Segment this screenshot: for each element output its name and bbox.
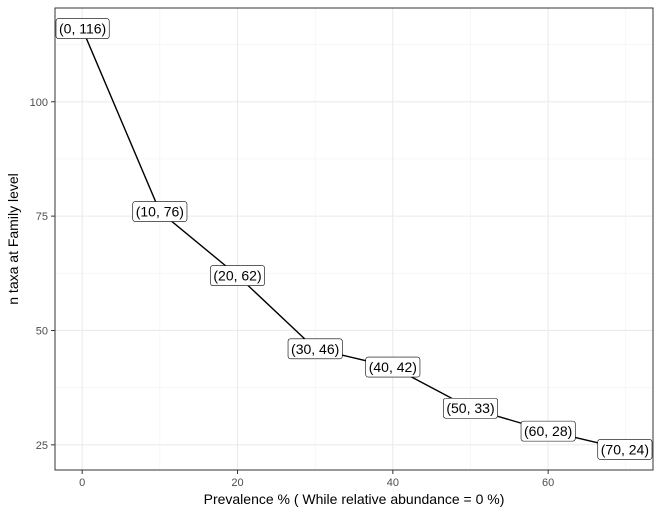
y-axis-title: n taxa at Family level xyxy=(5,173,21,305)
y-tick-label: 50 xyxy=(36,325,48,337)
data-label-box xyxy=(55,18,110,39)
y-tick-label: 75 xyxy=(36,211,48,223)
minor-gridlines xyxy=(55,8,653,470)
x-axis-ticks: 0 20 40 60 xyxy=(79,470,554,489)
data-label: (20, 62) xyxy=(210,265,265,286)
data-label-text: (10, 76) xyxy=(136,204,184,220)
x-tick-label: 0 xyxy=(79,477,85,489)
data-labels: (0, 116) (10, 76) (20, 62) (30, 46) (40, 42)… xyxy=(55,18,653,460)
data-label-box xyxy=(443,397,498,419)
x-tick-label: 20 xyxy=(231,477,243,489)
data-label-text: (70, 24) xyxy=(601,441,649,457)
data-label: (40, 42) xyxy=(365,356,421,378)
data-label-box xyxy=(597,439,653,460)
data-label-text: (0, 116) xyxy=(59,21,106,37)
y-tick-label: 100 xyxy=(30,97,48,109)
data-label-text: (60, 28) xyxy=(524,423,572,439)
data-label: (0, 116) xyxy=(55,18,110,39)
x-tick-label: 40 xyxy=(387,477,399,489)
data-label-box xyxy=(287,338,343,360)
data-label: (70, 24) xyxy=(597,439,653,460)
data-label: (10, 76) xyxy=(132,201,188,222)
data-label-box xyxy=(365,356,421,378)
plot-panel-border xyxy=(54,7,654,471)
data-label-box xyxy=(132,201,188,222)
data-label-box xyxy=(520,420,576,442)
data-label: (30, 46) xyxy=(287,338,343,360)
data-label-text: (30, 46) xyxy=(291,341,339,357)
y-axis-ticks: 25 50 75 100 xyxy=(30,97,55,452)
x-tick-label: 60 xyxy=(542,477,554,489)
data-label-text: (50, 33) xyxy=(446,400,494,416)
data-label: (50, 33) xyxy=(443,397,498,419)
x-axis-title: Prevalence % ( While relative abundance … xyxy=(204,491,505,507)
y-tick-label: 25 xyxy=(36,440,48,452)
data-label: (60, 28) xyxy=(520,420,576,442)
data-label-text: (40, 42) xyxy=(369,359,417,375)
data-label-text: (20, 62) xyxy=(213,268,261,284)
data-label-box xyxy=(210,265,265,286)
major-gridlines xyxy=(55,8,653,470)
